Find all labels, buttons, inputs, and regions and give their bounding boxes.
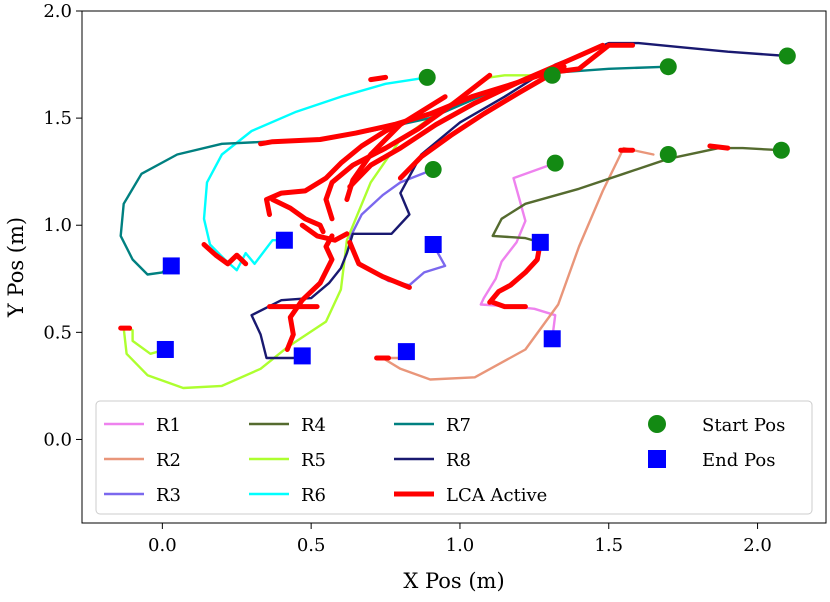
legend-label-r7: R7 (446, 415, 471, 436)
legend-label-r1: R1 (156, 415, 181, 436)
start-marker-r5 (543, 66, 561, 84)
legend-swatch-start-pos (648, 415, 666, 433)
axis-ticks: 0.0 0.5 1.0 1.5 2.0 0.0 0.5 1.0 1.5 2.0 (43, 1, 772, 556)
start-marker-r2 (659, 146, 677, 164)
legend-label-r3: R3 (156, 485, 181, 506)
start-marker-r7 (659, 58, 677, 76)
x-axis-label: X Pos (m) (403, 569, 504, 593)
lca-segment-2 (543, 42, 636, 76)
start-marker-r1 (546, 154, 564, 172)
x-tick-label: 2.0 (743, 535, 772, 556)
legend: R1 R2 R3 R4 R5 R6 R7 R8 LCA Active Start Pos End P… (95, 400, 813, 515)
legend-label-start-pos: Start Pos (702, 415, 785, 436)
legend-label-r8: R8 (446, 450, 471, 471)
plot-frame (81, 10, 827, 524)
y-tick-label: 1.5 (43, 108, 72, 129)
x-tick-label: 1.5 (594, 535, 623, 556)
lca-segment-12 (284, 233, 335, 352)
start-marker-r4 (772, 141, 790, 159)
legend-swatch-end-pos (648, 450, 666, 468)
series-line-r6 (202, 76, 429, 272)
legend-label-r5: R5 (301, 450, 326, 471)
y-tick-label: 0.0 (43, 429, 72, 450)
lca-segment-16 (490, 299, 528, 310)
x-tick-label: 0.5 (297, 535, 326, 556)
lca-segment-1 (368, 74, 389, 83)
legend-label-r2: R2 (156, 450, 181, 471)
lca-segment-10 (270, 197, 326, 235)
start-marker-r8 (778, 47, 796, 65)
lca-segment-14 (347, 239, 412, 290)
legend-label-end-pos: End Pos (702, 450, 775, 471)
legend-label-lca-active: LCA Active (446, 485, 547, 506)
end-marker-r2 (397, 343, 415, 361)
lca-segment-6 (397, 64, 567, 181)
x-tick-label: 1.0 (446, 535, 475, 556)
data-layer (118, 41, 796, 390)
legend-label-r6: R6 (301, 485, 326, 506)
x-tick-label: 0.0 (148, 535, 177, 556)
end-marker-r6 (275, 231, 293, 249)
y-tick-label: 1.0 (43, 215, 72, 236)
y-tick-label: 2.0 (43, 1, 72, 22)
lca-segment-15 (487, 239, 543, 305)
end-marker-r4 (531, 233, 549, 251)
start-marker-r6 (418, 68, 436, 86)
end-marker-r8 (293, 347, 311, 365)
series-line-r1 (479, 161, 557, 340)
legend-label-r4: R4 (301, 415, 326, 436)
end-marker-r3 (424, 236, 442, 254)
y-axis-label: Y Pos (m) (4, 217, 28, 318)
lca-segment-18 (707, 143, 731, 151)
end-marker-r5 (156, 340, 174, 358)
y-tick-label: 0.5 (43, 322, 72, 343)
end-marker-r7 (162, 257, 180, 275)
legend-box (95, 400, 813, 515)
lca-segment-11 (299, 222, 350, 243)
lca-segment-9 (201, 242, 249, 267)
start-marker-r3 (424, 161, 442, 179)
lca-segment-7 (347, 42, 606, 190)
end-marker-r1 (543, 330, 561, 348)
